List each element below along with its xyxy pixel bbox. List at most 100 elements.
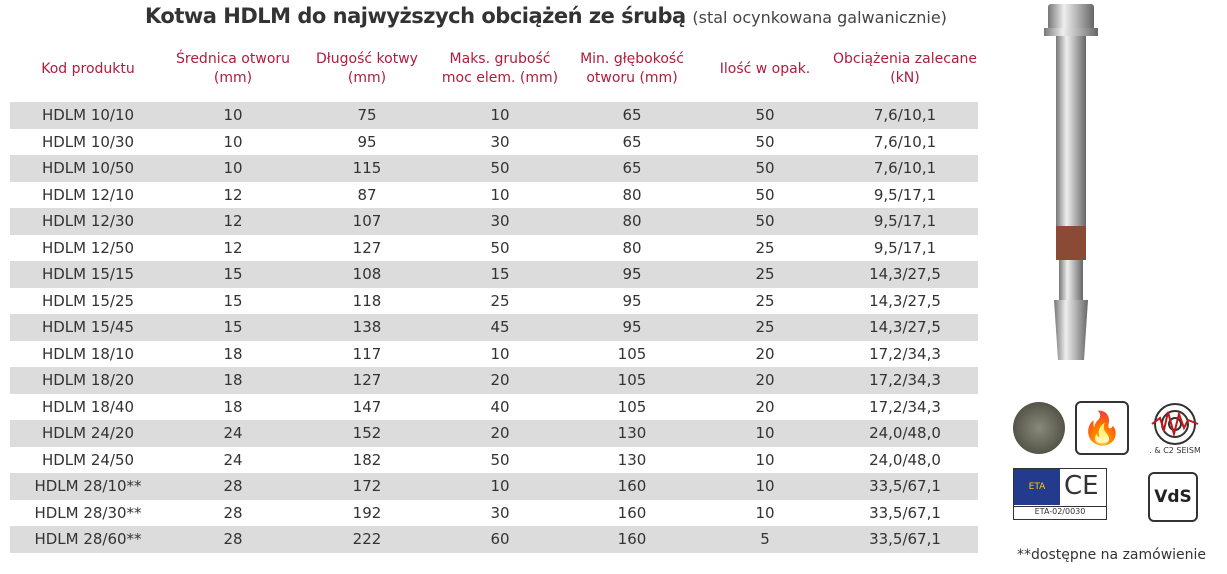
table-cell: 9,5/17,1 [873, 185, 937, 204]
table-cell: HDLM 18/40 [41, 397, 135, 416]
seismic-icon: C1 & C2 SEISMIC [1150, 403, 1200, 455]
table-cell: 87 [357, 185, 377, 204]
header-cell: Średnica otworu (mm) [175, 51, 291, 86]
table-row: HDLM 28/30** 28 192 30 160 10 33,5/67,1 [10, 500, 978, 527]
table-cell: 7,6/10,1 [873, 159, 937, 178]
table-cell: 20 [755, 344, 775, 363]
fire-icon: 🔥 [1075, 401, 1129, 455]
table-cell: 7,6/10,1 [873, 132, 937, 151]
table-cell: 10 [755, 477, 775, 496]
table-cell: 15 [223, 318, 243, 337]
table-cell: 222 [352, 530, 382, 549]
table-cell: 30 [490, 212, 510, 231]
table-cell: 25 [755, 238, 775, 257]
table-cell: 33,5/67,1 [869, 503, 941, 522]
table-cell: 28 [223, 503, 243, 522]
table-cell: 138 [352, 318, 382, 337]
table-cell: HDLM 18/20 [41, 371, 135, 390]
header-cell: Długość kotwy (mm) [316, 51, 418, 86]
table-cell: 14,3/27,5 [869, 291, 941, 310]
header-cell: Kod produktu [41, 60, 135, 77]
header-cell: Ilość w opak. [719, 60, 811, 77]
table-cell: 50 [490, 450, 510, 469]
table-cell: 5 [760, 530, 770, 549]
table-cell: HDLM 24/20 [41, 424, 135, 443]
table-cell: 192 [352, 503, 382, 522]
table-row: HDLM 24/20 24 152 20 130 10 24,0/48,0 [10, 420, 978, 447]
table-cell: 24 [223, 424, 243, 443]
table-row: HDLM 15/45 15 138 45 95 25 14,3/27,5 [10, 314, 978, 341]
table-cell: 25 [755, 265, 775, 284]
eu-eta-flag-icon: ETA [1014, 469, 1060, 505]
table-cell: 80 [622, 212, 642, 231]
table-cell: HDLM 12/10 [41, 185, 135, 204]
table-cell: 50 [490, 159, 510, 178]
table-cell: HDLM 28/30** [34, 503, 142, 522]
table-cell: 15 [223, 265, 243, 284]
header-cell: Maks. grubość moc elem. (mm) [441, 51, 559, 86]
table-cell: 18 [223, 397, 243, 416]
table-cell: 20 [490, 424, 510, 443]
table-row: HDLM 10/50 10 115 50 65 50 7,6/10,1 [10, 155, 978, 182]
table-cell: 17,2/34,3 [869, 371, 941, 390]
ce-mark: CE [1064, 471, 1099, 501]
table-row: HDLM 12/30 12 107 30 80 50 9,5/17,1 [10, 208, 978, 235]
table-cell: 33,5/67,1 [869, 530, 941, 549]
table-cell: 30 [490, 503, 510, 522]
table-cell: 12 [223, 212, 243, 231]
table-cell: 65 [622, 106, 642, 125]
table-cell: HDLM 18/10 [41, 344, 135, 363]
table-cell: 160 [617, 503, 647, 522]
table-cell: 10 [490, 344, 510, 363]
table-row: HDLM 10/30 10 95 30 65 50 7,6/10,1 [10, 129, 978, 156]
table-cell: 75 [357, 106, 377, 125]
table-cell: 25 [490, 291, 510, 310]
table-cell: 130 [617, 424, 647, 443]
table-cell: 107 [352, 212, 382, 231]
table-row: HDLM 18/10 18 117 10 105 20 17,2/34,3 [10, 341, 978, 368]
table-cell: 10 [490, 185, 510, 204]
table-cell: 28 [223, 477, 243, 496]
table-cell: 80 [622, 238, 642, 257]
table-cell: 33,5/67,1 [869, 477, 941, 496]
table-cell: 105 [617, 397, 647, 416]
table-cell: 95 [622, 318, 642, 337]
table-cell: 17,2/34,3 [869, 397, 941, 416]
table-cell: 60 [490, 530, 510, 549]
table-cell: 10 [223, 132, 243, 151]
table-cell: 14,3/27,5 [869, 265, 941, 284]
table-cell: 10 [755, 424, 775, 443]
table-cell: 28 [223, 530, 243, 549]
seismic-label: C1 & C2 SEISMIC [1150, 446, 1200, 455]
table-cell: 117 [352, 344, 382, 363]
table-cell: 30 [490, 132, 510, 151]
table-cell: HDLM 12/30 [41, 212, 135, 231]
page-title: Kotwa HDLM do najwyższych obciążeń ze śr… [145, 4, 947, 28]
table-cell: 115 [352, 159, 382, 178]
vds-badge: VdS [1148, 472, 1198, 522]
table-cell: 50 [755, 212, 775, 231]
table-cell: 105 [617, 371, 647, 390]
table-row: HDLM 12/50 12 127 50 80 25 9,5/17,1 [10, 235, 978, 262]
table-cell: 10 [755, 450, 775, 469]
eta-code: ETA-02/0030 [1014, 506, 1106, 516]
table-cell: 50 [490, 238, 510, 257]
table-row: HDLM 15/25 15 118 25 95 25 14,3/27,5 [10, 288, 978, 315]
table-row: HDLM 18/40 18 147 40 105 20 17,2/34,3 [10, 394, 978, 421]
table-cell: 9,5/17,1 [873, 238, 937, 257]
table-cell: 147 [352, 397, 382, 416]
table-cell: HDLM 12/50 [41, 238, 135, 257]
table-cell: 10 [755, 503, 775, 522]
eta-ce-badge: ETA CE ETA-02/0030 [1013, 468, 1107, 520]
table-cell: 45 [490, 318, 510, 337]
table-cell: 10 [223, 159, 243, 178]
product-table: HDLM 10/10 10 75 10 65 50 7,6/10,1 HDLM 10/30 10… [10, 102, 978, 553]
table-cell: HDLM 10/30 [41, 132, 135, 151]
table-cell: HDLM 15/15 [41, 265, 135, 284]
table-cell: 50 [755, 106, 775, 125]
table-cell: 10 [490, 477, 510, 496]
table-row: HDLM 10/10 10 75 10 65 50 7,6/10,1 [10, 102, 978, 129]
availability-note: **dostępne na zamówienie [1017, 547, 1207, 563]
table-cell: 172 [352, 477, 382, 496]
table-cell: 14,3/27,5 [869, 318, 941, 337]
